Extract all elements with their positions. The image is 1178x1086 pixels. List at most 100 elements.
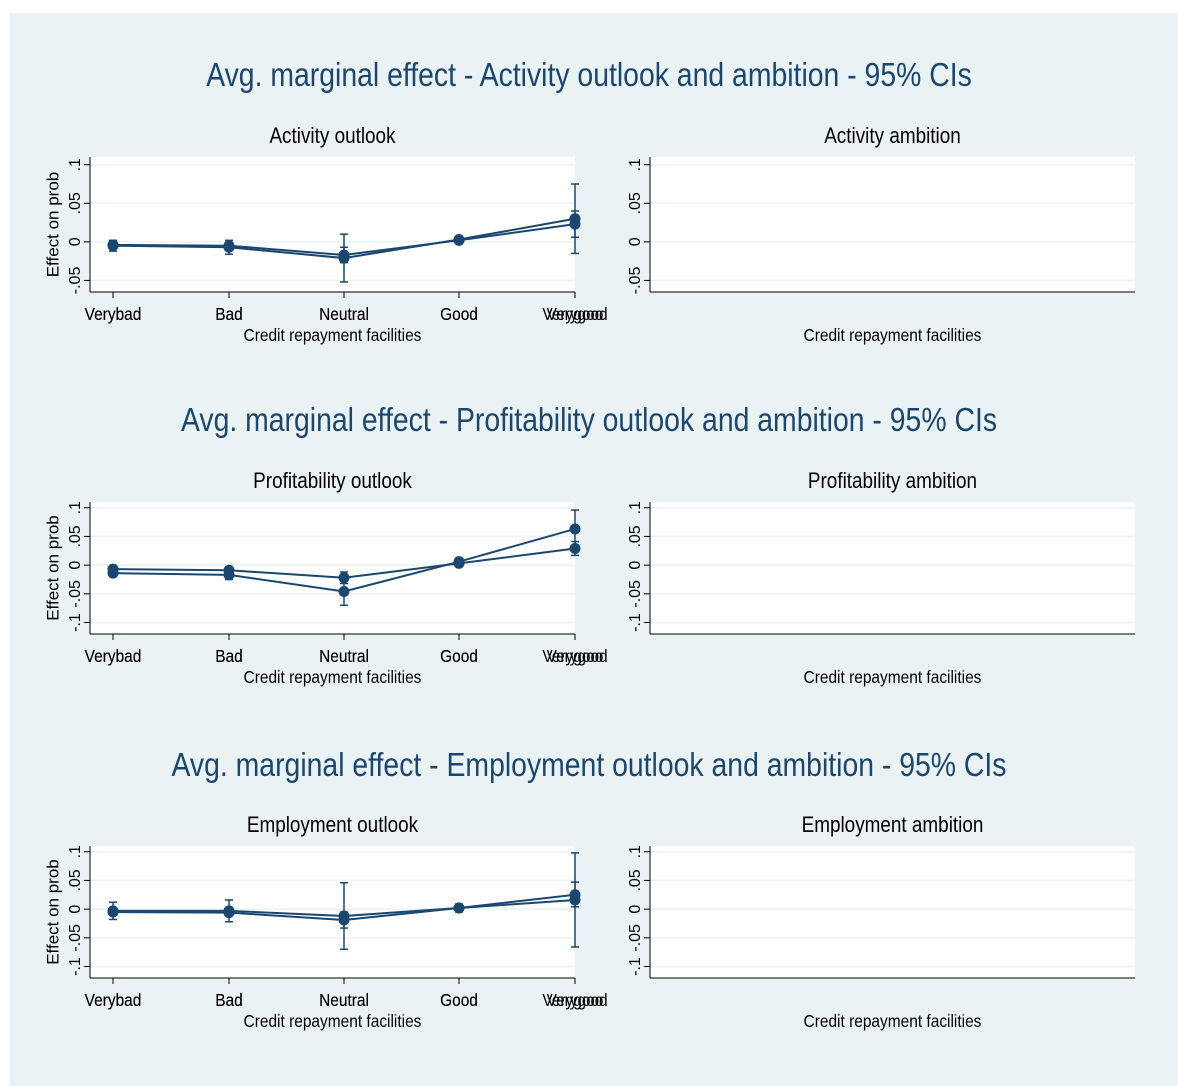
data-point: [223, 241, 235, 253]
x-tick-label: Verybad: [85, 646, 142, 666]
plot-area: [90, 157, 575, 292]
subplot-title: Profitability ambition: [808, 469, 977, 494]
x-tick-label: Bad: [215, 990, 243, 1010]
x-tick-label: Verygood: [542, 646, 607, 666]
plot-area: [650, 502, 1135, 634]
data-point: [338, 910, 350, 922]
data-point: [453, 556, 465, 568]
y-tick-label: .1: [627, 158, 644, 171]
x-tick-label: Verybad: [85, 304, 142, 324]
y-tick-label: .05: [67, 525, 84, 547]
x-tick-label: Neutral: [319, 990, 369, 1010]
y-tick-label: -.1: [627, 613, 644, 632]
row-title-profitability: Avg. marginal effect - Profitability out…: [180, 401, 998, 438]
y-tick-label: -.1: [627, 957, 644, 976]
subplot-title: Activity ambition: [824, 124, 961, 149]
x-tick-label: Neutral: [319, 646, 369, 666]
x-tick-label: Verygoo: [547, 304, 604, 324]
x-tick-label: Bad: [215, 990, 243, 1010]
x-tick-label: Verygood: [542, 990, 607, 1010]
x-tick-label: Verygoo: [547, 646, 604, 666]
y-tick-label: .05: [627, 869, 644, 891]
y-axis-label: Effect on prob: [43, 172, 62, 278]
y-tick-label: -.05: [627, 580, 644, 608]
y-tick-label: .1: [627, 501, 644, 514]
x-tick-label: Neutral: [319, 304, 369, 324]
data-point: [453, 902, 465, 914]
x-axis-label: Credit repayment facilities: [244, 667, 422, 687]
x-tick-label: Good: [440, 304, 478, 324]
subplot-title: Profitability outlook: [253, 469, 412, 494]
y-tick-label: 0: [67, 905, 84, 914]
y-tick-label: 0: [627, 561, 644, 570]
y-axis-label: Effect on prob: [43, 515, 62, 621]
plot-activity-outlook: -.05 0 .05 .1 Verybad Bad Neutral Good Verygoo Ac…: [43, 124, 603, 346]
data-point: [107, 240, 119, 252]
x-tick-label: Verygoo: [547, 990, 604, 1010]
y-tick-label: -.05: [67, 580, 84, 608]
x-axis-label: Credit repayment facilities: [244, 1011, 422, 1031]
x-tick-label: Good: [440, 646, 478, 666]
y-tick-label: .05: [67, 192, 84, 214]
data-point: [569, 213, 581, 225]
x-axis-label: Credit repayment facilities: [804, 1011, 982, 1031]
y-tick-label: -.05: [627, 924, 644, 952]
y-tick-label: .05: [627, 525, 644, 547]
y-tick-label: -.05: [627, 267, 644, 295]
x-tick-label: Neutral: [319, 990, 369, 1010]
y-tick-label: -.1: [67, 613, 84, 632]
x-tick-label: Neutral: [319, 646, 369, 666]
x-tick-label: Bad: [215, 646, 243, 666]
y-tick-label: .05: [627, 192, 644, 214]
data-point: [223, 905, 235, 917]
plot-profitability-outlook: -.1 -.05 0 .05 .1 Verybad Bad Neutral Good Verygo…: [43, 469, 603, 688]
plot-area: [650, 157, 1135, 292]
subplot-title: Employment outlook: [247, 813, 419, 838]
data-point: [569, 523, 581, 535]
y-tick-label: 0: [67, 237, 84, 246]
x-axis-label: Credit repayment facilities: [804, 667, 982, 687]
data-point: [453, 234, 465, 246]
x-tick-label: Good: [440, 304, 478, 324]
y-tick-label: .1: [67, 501, 84, 514]
subplot-title: Employment ambition: [802, 813, 984, 838]
subplot-title: Activity outlook: [269, 124, 396, 149]
y-tick-label: -.05: [67, 924, 84, 952]
x-tick-label: Verybad: [85, 990, 142, 1010]
plot-employment-outlook: -.1 -.05 0 .05 .1 Verybad Bad Neutral Good Verygo…: [43, 813, 603, 1032]
x-tick-label: Verybad: [85, 304, 142, 324]
data-point: [338, 586, 350, 598]
y-tick-label: 0: [627, 905, 644, 914]
x-tick-label: Good: [440, 990, 478, 1010]
y-tick-label: .1: [67, 158, 84, 171]
plot-profitability-ambition: -.1 -.05 0 .05 .1 Verybad Bad Neutral Good Verygo…: [85, 469, 1135, 687]
y-tick-label: .05: [67, 869, 84, 891]
x-tick-label: Bad: [215, 304, 243, 324]
data-point: [107, 905, 119, 917]
y-tick-label: -.1: [67, 957, 84, 976]
plot-activity-ambition: -.05 0 .05 .1 Verybad Bad Neutral Good Verygood A…: [85, 124, 1135, 345]
x-tick-label: Verybad: [85, 646, 142, 666]
x-tick-label: Bad: [215, 304, 243, 324]
y-tick-label: 0: [67, 561, 84, 570]
plot-area: [90, 502, 575, 634]
plot-area: [650, 846, 1135, 978]
row-title-activity: Avg. marginal effect - Activity outlook …: [206, 56, 972, 93]
x-tick-label: Neutral: [319, 304, 369, 324]
data-point: [223, 569, 235, 581]
data-point: [107, 567, 119, 579]
row-title-employment: Avg. marginal effect - Employment outloo…: [171, 746, 1007, 783]
data-point: [338, 252, 350, 264]
data-point: [569, 894, 581, 906]
x-axis-label: Credit repayment facilities: [804, 325, 982, 345]
y-tick-label: .1: [627, 845, 644, 858]
x-tick-label: Verybad: [85, 990, 142, 1010]
x-tick-label: Bad: [215, 646, 243, 666]
y-tick-label: .1: [67, 845, 84, 858]
y-tick-label: -.05: [67, 267, 84, 295]
x-tick-label: Good: [440, 990, 478, 1010]
y-tick-label: 0: [627, 237, 644, 246]
y-axis-label: Effect on prob: [43, 859, 62, 965]
x-tick-label: Good: [440, 646, 478, 666]
x-axis-label: Credit repayment facilities: [244, 325, 422, 345]
